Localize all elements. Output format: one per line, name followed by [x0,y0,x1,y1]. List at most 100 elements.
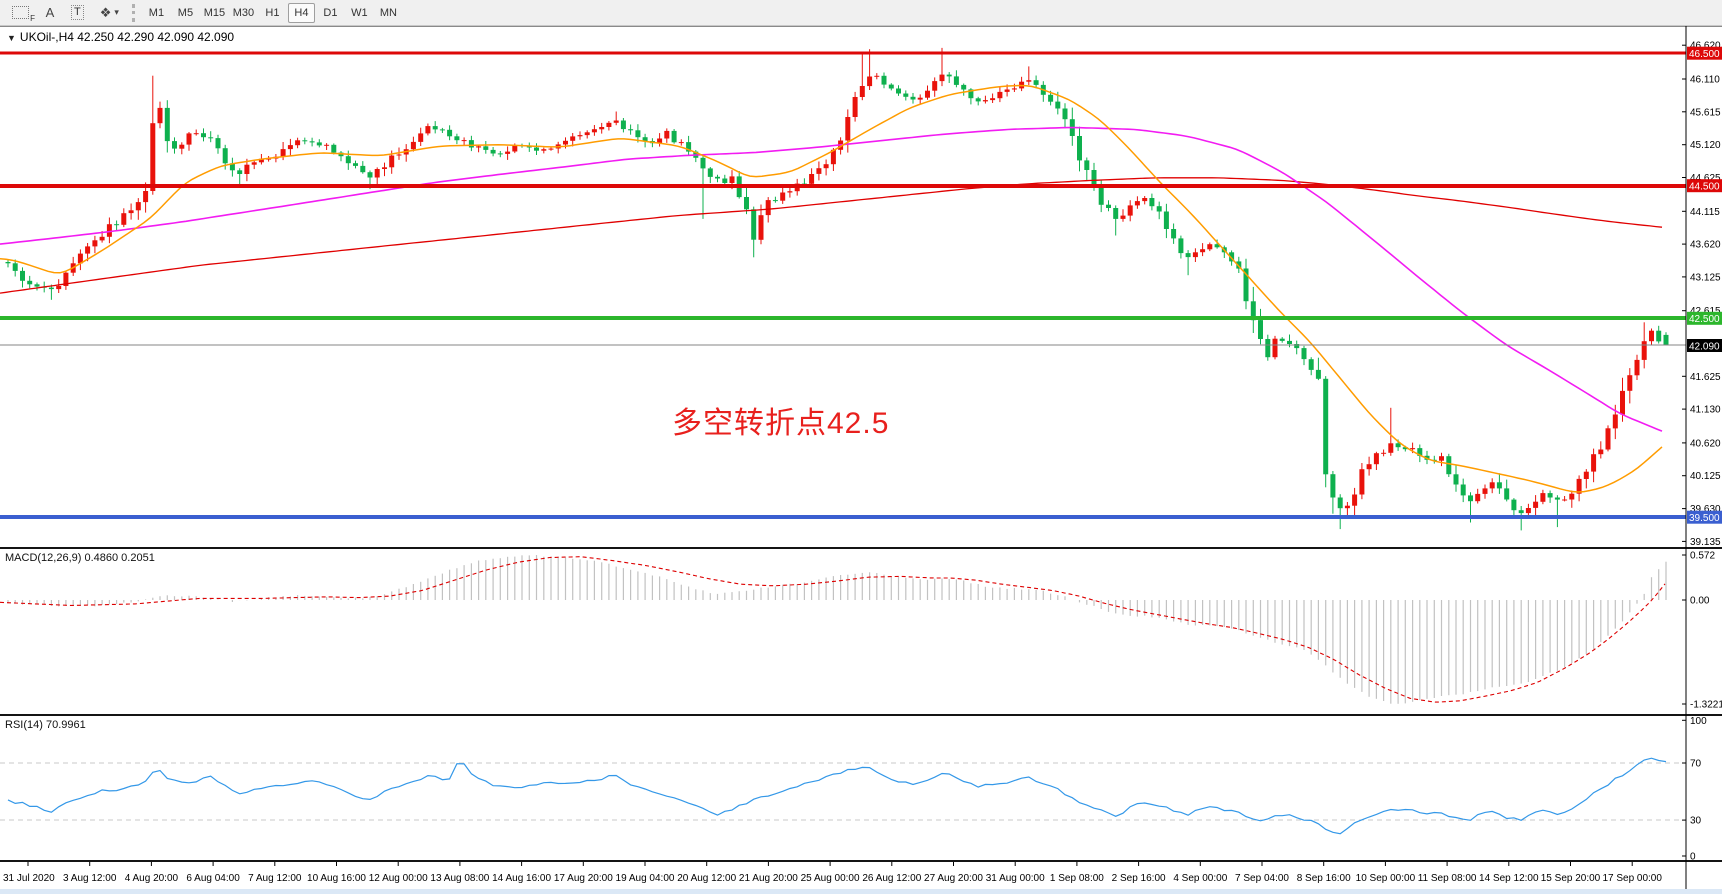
macd-signal-line [0,556,1666,703]
rsi-axis-label: 100 [1690,716,1707,727]
svg-text:15 Sep 20:00: 15 Sep 20:00 [1541,873,1601,884]
timeframe-button-H1[interactable]: H1 [259,3,286,23]
timeframe-group: M1 M5 M15 M30 H1 H4 D1 W1 MN [142,2,403,23]
timeframe-button-M5[interactable]: M5 [172,3,199,23]
svg-text:4 Aug 20:00: 4 Aug 20:00 [125,873,179,884]
macd-axis-label: 0.572 [1690,551,1715,562]
svg-text:46.500: 46.500 [1689,49,1720,60]
timeframe-button-W1[interactable]: W1 [346,3,373,23]
text-tool[interactable]: A [38,2,62,24]
arrows-dropdown-icon[interactable]: ▾ [114,7,119,17]
text-label-tool[interactable]: T [64,2,91,24]
svg-text:25 Aug 00:00: 25 Aug 00:00 [801,873,860,884]
svg-text:1 Sep 08:00: 1 Sep 08:00 [1050,873,1104,884]
timeframe-button-MN[interactable]: MN [375,3,402,23]
pane-separator-macd-rsi[interactable] [0,714,1722,716]
svg-text:43.620: 43.620 [1690,240,1721,251]
rsi-indicator-label: RSI(14) 70.9961 [5,719,86,731]
macd-indicator-label: MACD(12,26,9) 0.4860 0.2051 [5,552,155,564]
svg-text:17 Sep 00:00: 17 Sep 00:00 [1602,873,1662,884]
price-axis[interactable]: 46.620 46.110 45.615 45.120 44.625 44.115 43.6… [1682,41,1721,548]
rsi-line [7,757,1667,835]
current-price-tag: 42.090 [1687,339,1722,352]
svg-text:14 Aug 16:00: 14 Aug 16:00 [492,873,551,884]
svg-text:39.135: 39.135 [1690,537,1721,548]
rsi-axis-label: 0 [1690,852,1696,863]
svg-text:2 Sep 16:00: 2 Sep 16:00 [1112,873,1166,884]
svg-text:7 Aug 12:00: 7 Aug 12:00 [248,873,302,884]
fibonacci-tool[interactable]: F [5,2,36,24]
text-tool-icon: A [45,5,55,20]
svg-text:44.115: 44.115 [1690,207,1720,218]
arrows-tool[interactable]: ❖ ▾ [93,2,126,24]
ma-fast-line [0,84,1663,493]
svg-text:7 Sep 04:00: 7 Sep 04:00 [1235,873,1289,884]
svg-text:45.120: 45.120 [1690,140,1721,151]
text-label-icon: T [71,5,84,20]
svg-text:46.620: 46.620 [1690,41,1721,52]
ma-mid-line [0,126,1663,432]
candlestick-layer [5,47,1669,531]
chart-title: ▼ UKOil-,H4 42.250 42.290 42.090 42.090 [7,30,234,44]
timeframe-button-D1[interactable]: D1 [317,3,344,23]
svg-text:14 Sep 12:00: 14 Sep 12:00 [1479,873,1539,884]
fibonacci-grid-icon [12,6,29,19]
macd-axis-label: -1.3221 [1690,700,1722,711]
symbol-ohlc-text: UKOil-,H4 42.250 42.290 42.090 42.090 [19,30,235,44]
svg-text:40.620: 40.620 [1690,438,1721,449]
fibonacci-letter: F [30,13,35,23]
toolbar-separator [131,3,135,22]
time-axis[interactable]: 31 Jul 2020 3 Aug 12:00 4 Aug 20:00 6 Aug 0… [3,862,1662,884]
arrows-icon: ❖ [99,4,112,20]
ma-slow-line [0,177,1663,294]
svg-text:27 Aug 20:00: 27 Aug 20:00 [924,873,983,884]
macd-axis-label: 0.00 [1690,596,1710,607]
svg-text:26 Aug 12:00: 26 Aug 12:00 [862,873,921,884]
svg-text:45.615: 45.615 [1690,107,1721,118]
macd-histogram [7,555,1667,704]
timeframe-button-H4[interactable]: H4 [287,2,315,23]
timeframe-button-M15[interactable]: M15 [201,3,228,23]
svg-text:44.500: 44.500 [1689,182,1720,193]
svg-text:21 Aug 20:00: 21 Aug 20:00 [739,873,798,884]
rsi-axis-label: 70 [1690,759,1702,770]
svg-text:4 Sep 00:00: 4 Sep 00:00 [1173,873,1227,884]
svg-text:10 Sep 00:00: 10 Sep 00:00 [1356,873,1416,884]
svg-text:3 Aug 12:00: 3 Aug 12:00 [63,873,117,884]
toolbar: F A T ❖ ▾ M1 M5 M15 M30 H1 H4 D1 W1 MN [0,0,1722,26]
svg-text:19 Aug 04:00: 19 Aug 04:00 [616,873,675,884]
svg-text:6 Aug 04:00: 6 Aug 04:00 [186,873,240,884]
svg-text:46.110: 46.110 [1690,75,1720,86]
svg-text:41.625: 41.625 [1690,372,1721,383]
svg-text:41.130: 41.130 [1690,405,1721,416]
svg-text:39.630: 39.630 [1690,504,1721,515]
svg-text:17 Aug 20:00: 17 Aug 20:00 [554,873,613,884]
svg-text:42.615: 42.615 [1690,306,1721,317]
svg-text:11 Sep 08:00: 11 Sep 08:00 [1418,873,1477,884]
svg-text:42.090: 42.090 [1689,341,1720,352]
pane-separator-main-macd[interactable] [0,547,1722,549]
timeframe-button-M30[interactable]: M30 [230,3,257,23]
price-tag-46.500: 46.500 [1687,46,1722,60]
svg-text:39.500: 39.500 [1689,513,1720,524]
svg-text:40.125: 40.125 [1690,471,1721,482]
svg-text:8 Sep 16:00: 8 Sep 16:00 [1297,873,1351,884]
svg-text:31 Jul 2020: 31 Jul 2020 [3,873,55,884]
price-tag-42.500: 42.500 [1687,311,1722,325]
svg-text:20 Aug 12:00: 20 Aug 12:00 [677,873,736,884]
svg-text:13 Aug 08:00: 13 Aug 08:00 [430,873,489,884]
rsi-axis-label: 30 [1690,816,1702,827]
svg-text:12 Aug 00:00: 12 Aug 00:00 [369,873,428,884]
svg-text:42.500: 42.500 [1689,314,1720,325]
annotation-text: 多空转折点42.5 [672,407,890,440]
svg-text:10 Aug 16:00: 10 Aug 16:00 [307,873,366,884]
price-tag-39.500: 39.500 [1687,510,1722,524]
one-click-trading-icon[interactable]: ▼ [7,33,16,43]
svg-text:44.625: 44.625 [1690,173,1721,184]
svg-text:43.125: 43.125 [1690,272,1721,283]
timeframe-button-M1[interactable]: M1 [143,3,170,23]
price-tag-44.500: 44.500 [1687,179,1722,193]
svg-text:31 Aug 00:00: 31 Aug 00:00 [986,873,1045,884]
